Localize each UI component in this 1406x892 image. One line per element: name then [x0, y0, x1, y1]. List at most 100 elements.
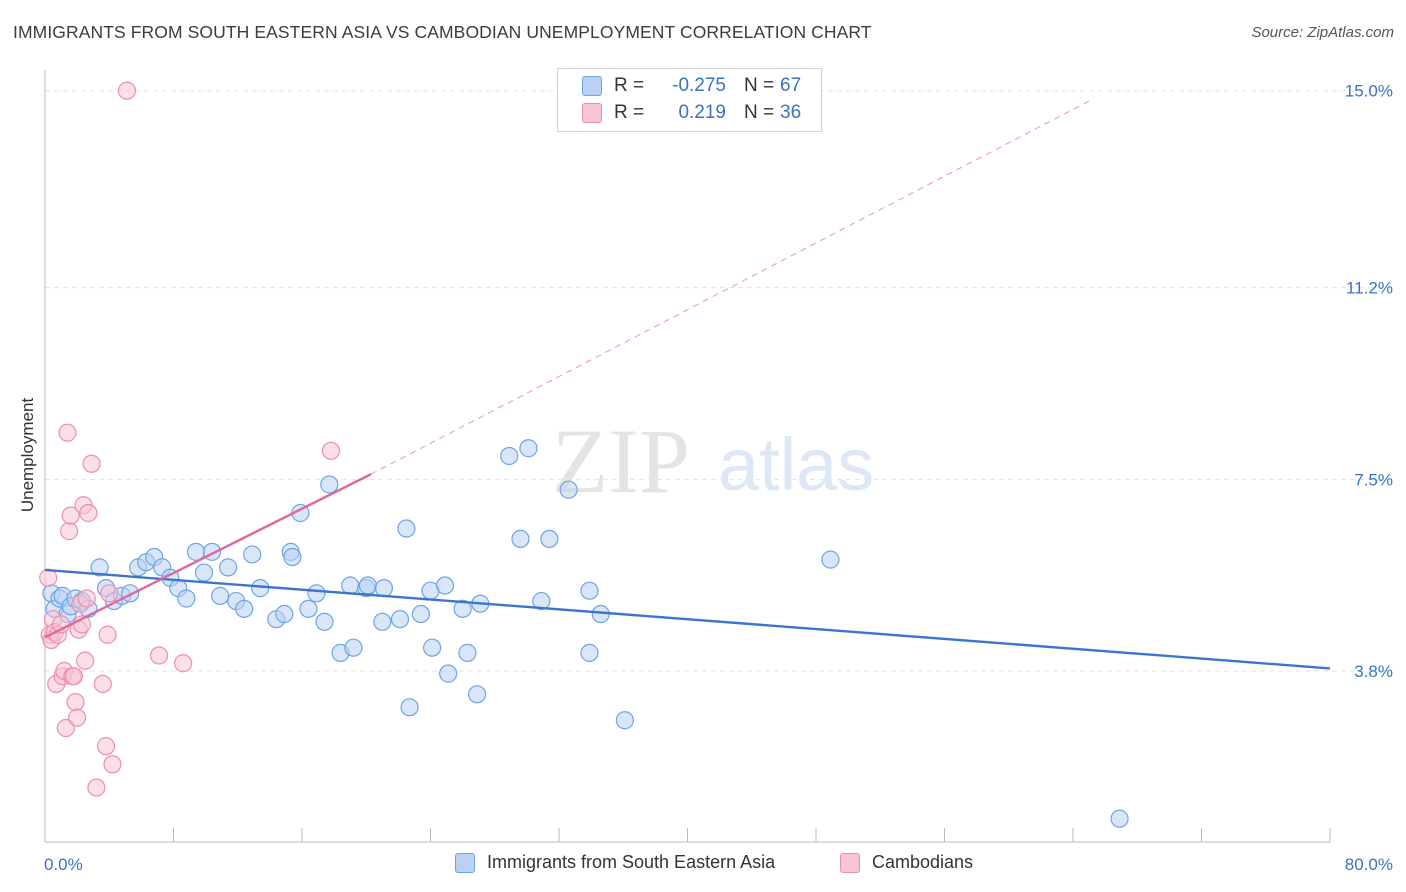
- point-immigrants: [423, 638, 442, 657]
- point-immigrants: [307, 584, 326, 603]
- point-immigrants: [219, 558, 238, 577]
- point-immigrants: [435, 576, 455, 595]
- point-immigrants: [358, 576, 377, 595]
- point-immigrants: [299, 599, 318, 618]
- point-immigrants: [390, 610, 410, 629]
- y-tick-label: 15.0%: [1345, 82, 1393, 101]
- point-cambodians: [66, 693, 85, 712]
- point-immigrants: [615, 711, 634, 730]
- point-immigrants: [439, 664, 458, 683]
- point-immigrants: [121, 584, 140, 603]
- point-cambodians: [98, 625, 117, 644]
- point-cambodians: [93, 674, 112, 694]
- y-tick-label: 3.8%: [1354, 662, 1393, 681]
- point-immigrants: [235, 599, 254, 618]
- point-cambodians: [100, 584, 119, 603]
- legend-row-cambodians: R = 0.219 N = 36: [582, 101, 801, 125]
- series-legend: Immigrants from South Eastern Asia Cambo…: [0, 852, 1406, 878]
- point-cambodians: [76, 651, 95, 670]
- point-immigrants: [315, 612, 334, 631]
- gridlines: [45, 90, 1392, 672]
- point-cambodians: [59, 522, 79, 541]
- data-points: [39, 81, 1129, 828]
- legend-swatch-immigrants: [455, 852, 475, 873]
- legend-r-value: -0.275: [672, 75, 726, 96]
- point-immigrants: [341, 576, 360, 595]
- point-cambodians: [174, 654, 193, 673]
- point-cambodians: [87, 778, 106, 797]
- correlation-legend: R = -0.275 N = 67 R = 0.219 N = 36: [557, 68, 822, 132]
- point-cambodians: [77, 589, 96, 608]
- point-immigrants: [458, 643, 477, 662]
- legend-label-immigrants: Immigrants from South Eastern Asia: [487, 852, 776, 872]
- point-immigrants: [90, 558, 109, 577]
- x-tick-label: 0.0%: [44, 855, 83, 874]
- point-immigrants: [397, 519, 416, 538]
- legend-row-immigrants: R = -0.275 N = 67: [582, 74, 801, 98]
- point-immigrants: [373, 612, 392, 631]
- source-label: Source: ZipAtlas.com: [1251, 24, 1394, 41]
- point-immigrants: [511, 529, 530, 548]
- legend-item-immigrants: Immigrants from South Eastern Asia: [455, 852, 775, 873]
- point-immigrants: [467, 685, 487, 704]
- point-immigrants: [540, 529, 559, 548]
- trend-line-cambodians-extended: [370, 100, 1090, 475]
- legend-r-key: R =: [614, 75, 645, 96]
- point-immigrants: [210, 586, 230, 605]
- point-immigrants: [821, 550, 840, 569]
- axes: [44, 70, 1331, 843]
- tick-labels: 3.8% 7.5% 11.2% 15.0% 0.0% 80.0%: [44, 82, 1393, 874]
- point-cambodians: [64, 667, 84, 686]
- legend-n-key: N =: [744, 102, 775, 123]
- point-immigrants: [283, 547, 302, 567]
- point-immigrants: [374, 579, 394, 598]
- trend-line-cambodians: [44, 473, 372, 639]
- point-cambodians: [82, 454, 101, 473]
- legend-r-key: R =: [614, 102, 645, 123]
- point-immigrants: [320, 475, 339, 494]
- y-tick-label: 11.2%: [1346, 279, 1393, 298]
- point-cambodians: [61, 506, 80, 525]
- legend-label-cambodians: Cambodians: [872, 852, 974, 872]
- point-immigrants: [194, 563, 214, 582]
- point-cambodians: [58, 423, 77, 442]
- point-immigrants: [275, 604, 294, 624]
- point-cambodians: [321, 441, 341, 460]
- point-immigrants: [1110, 809, 1129, 828]
- legend-n-value: 36: [780, 102, 802, 123]
- legend-item-cambodians: Cambodians: [840, 852, 973, 873]
- point-immigrants: [177, 589, 196, 608]
- point-immigrants: [400, 698, 419, 717]
- point-cambodians: [103, 755, 122, 774]
- legend-swatch-cambodians: [582, 103, 602, 123]
- point-immigrants: [580, 581, 599, 600]
- point-cambodians: [96, 737, 116, 756]
- legend-r-value: 0.219: [678, 102, 726, 123]
- legend-n-value: 67: [780, 75, 802, 96]
- x-tick-label: 80.0%: [1345, 855, 1393, 874]
- point-immigrants: [519, 439, 538, 458]
- trend-line-immigrants: [44, 568, 1331, 670]
- watermark-atlas: atlas: [718, 423, 874, 506]
- point-immigrants: [532, 591, 551, 611]
- point-cambodians: [79, 503, 98, 523]
- watermark: ZIP atlas: [552, 410, 874, 512]
- point-cambodians: [149, 646, 169, 665]
- legend-n-key: N =: [744, 75, 775, 96]
- point-immigrants: [500, 446, 519, 466]
- point-cambodians: [56, 718, 75, 738]
- point-immigrants: [580, 643, 599, 662]
- legend-swatch-cambodians: [840, 852, 860, 873]
- point-immigrants: [559, 480, 578, 499]
- point-immigrants: [453, 599, 472, 618]
- legend-swatch-immigrants: [582, 76, 602, 96]
- point-cambodians: [68, 708, 87, 727]
- point-immigrants: [411, 604, 430, 624]
- point-immigrants: [344, 638, 363, 657]
- trend-lines: [44, 100, 1331, 670]
- y-tick-label: 7.5%: [1354, 470, 1393, 489]
- point-cambodians: [117, 81, 137, 100]
- chart-title: IMMIGRANTS FROM SOUTH EASTERN ASIA VS CA…: [13, 22, 872, 42]
- point-immigrants: [243, 545, 262, 564]
